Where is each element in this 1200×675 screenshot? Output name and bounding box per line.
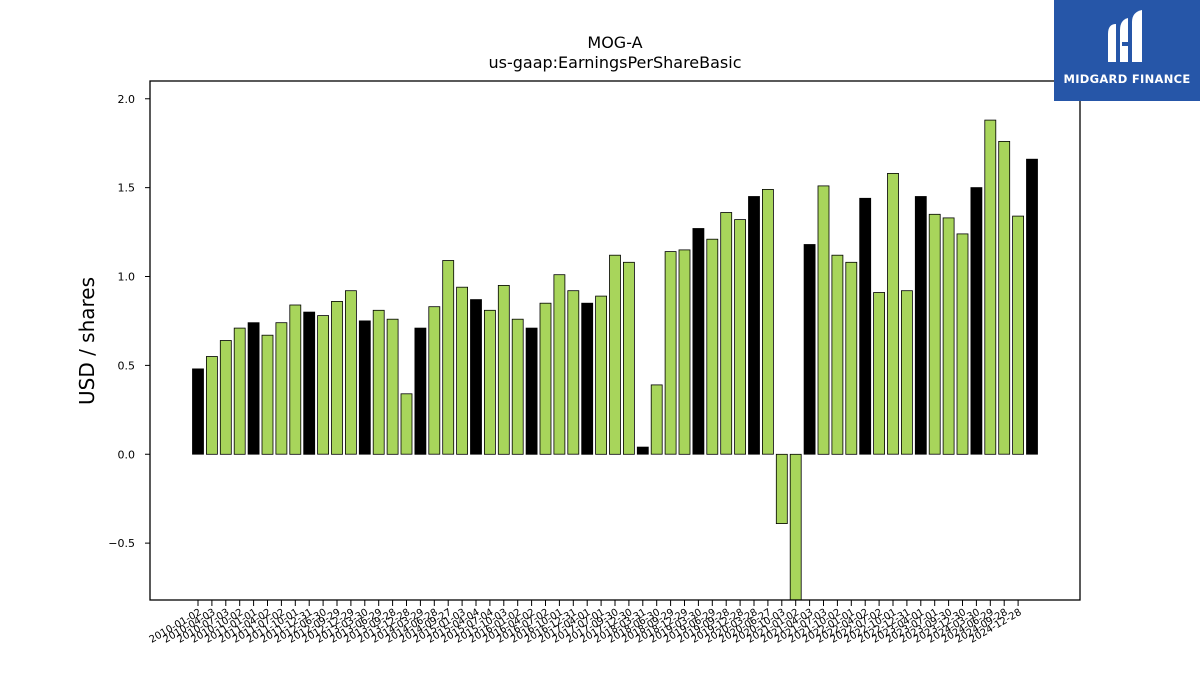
bar: [636, 446, 649, 455]
bar: [650, 384, 663, 455]
bar: [984, 119, 997, 455]
bar: [789, 453, 802, 600]
y-tick-label: 0.5: [118, 359, 136, 372]
bar: [205, 356, 218, 455]
bar: [331, 300, 343, 455]
bar: [442, 260, 455, 455]
bar: [901, 290, 913, 455]
bar: [678, 249, 691, 455]
bar: [762, 188, 774, 455]
bar: [275, 322, 288, 455]
bar: [219, 340, 232, 455]
bar-series: [192, 119, 1038, 600]
bar: [553, 274, 566, 455]
bar: [706, 238, 719, 455]
bar: [609, 254, 621, 455]
chart-title: MOG-A: [587, 33, 642, 52]
bar: [581, 302, 594, 455]
bar: [595, 295, 607, 455]
bar: [483, 309, 496, 455]
y-tick-label: 1.5: [118, 182, 136, 195]
bar: [470, 299, 482, 455]
bar: [887, 172, 899, 455]
bar: [303, 311, 316, 455]
bar: [456, 286, 469, 455]
bar: [817, 185, 830, 455]
bar: [803, 244, 816, 455]
bar: [720, 212, 733, 455]
bar: [1026, 158, 1038, 455]
chart-subtitle: us-gaap:EarningsPerShareBasic: [488, 53, 741, 72]
y-tick-label: 2.0: [118, 93, 136, 106]
bar: [525, 327, 538, 455]
bar: [358, 320, 371, 455]
bar: [233, 327, 246, 455]
bar: [734, 219, 746, 455]
y-tick-label: 0.0: [118, 448, 136, 461]
y-axis-label: USD / shares: [75, 277, 99, 405]
bar: [289, 304, 302, 455]
bar: [845, 261, 858, 455]
bar: [859, 197, 872, 455]
y-tick-label: −0.5: [108, 537, 135, 550]
y-tick-label: 1.0: [118, 271, 136, 284]
bar: [539, 302, 552, 455]
bar: [386, 318, 399, 455]
bar: [664, 251, 677, 455]
bar: [692, 228, 705, 455]
bar: [414, 327, 427, 455]
bar: [623, 261, 635, 455]
bar: [831, 254, 844, 455]
bar: [372, 309, 385, 455]
bar: [998, 140, 1011, 455]
brand-name: MIDGARD FINANCE: [1063, 72, 1191, 86]
bar: [317, 315, 330, 455]
bar: [775, 453, 788, 524]
bar: [261, 334, 274, 455]
bar: [1012, 215, 1024, 455]
bar: [956, 233, 969, 455]
bar: [400, 393, 413, 455]
bar: [928, 213, 941, 455]
bar: [748, 196, 760, 455]
bar: [511, 318, 524, 455]
bar: [247, 322, 260, 455]
bar: [567, 290, 580, 455]
bar: [970, 187, 983, 455]
bar: [873, 292, 885, 455]
plot-frame: [149, 80, 1081, 601]
bar: [497, 284, 510, 455]
midgard-m-logo-icon: [1108, 10, 1142, 62]
bar: [428, 306, 441, 455]
brand-logo: MIDGARD FINANCE: [1054, 0, 1200, 101]
bar: [192, 368, 204, 455]
bar: [344, 290, 357, 455]
x-axis-ticks: 2010-01-022010-04-032010-07-032010-10-02…: [148, 600, 1024, 646]
y-axis-ticks: −0.5 0.0 0.5 1.0 1.5 2.0: [108, 93, 150, 550]
bar: [914, 196, 927, 455]
bar: [942, 217, 955, 455]
